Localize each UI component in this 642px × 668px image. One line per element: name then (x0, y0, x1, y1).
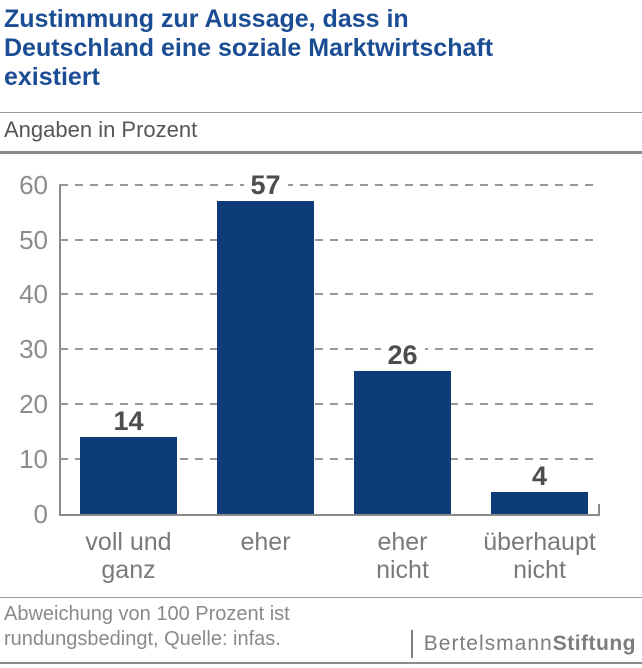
bar-value-label-4: 4 (524, 461, 555, 492)
page-title-line-3: existiert (4, 63, 100, 91)
y-tick-label-30: 30 (19, 334, 48, 365)
page-title: Zustimmung zur Aussage, dass in Deutschl… (4, 5, 638, 92)
y-tick-label-20: 20 (19, 389, 48, 420)
gridline-y-10 (60, 458, 600, 461)
category-label-line: eher (377, 528, 428, 556)
bar-eher (217, 201, 314, 514)
bar-value-label-26: 26 (380, 340, 425, 371)
x-axis-baseline (59, 514, 600, 516)
gridline-y-50 (60, 238, 600, 241)
y-tick-label-0: 0 (33, 499, 48, 529)
x-axis-end-tick (598, 504, 600, 514)
bar-voll-und-ganz (80, 437, 177, 514)
category-label-line: voll und (85, 528, 172, 556)
gridline-y-60 (60, 183, 600, 186)
logo-text-bertelsmann: Bertelsmann (423, 632, 553, 655)
bertelsmann-stiftung-logo: Bertelsmann Stiftung (410, 630, 636, 658)
category-label-eher-nicht: eher nicht (376, 528, 429, 584)
source-note-line-2: rundungsbedingt, Quelle: infas. (4, 628, 281, 650)
category-label-line: eher (240, 528, 291, 556)
footer-separator-line (0, 597, 642, 598)
gridline-y-40 (60, 293, 600, 296)
category-label-voll-und-ganz: voll und ganz (85, 528, 171, 584)
bottom-border-line (0, 662, 642, 664)
category-label-line: ganz (101, 556, 156, 584)
category-label-line: überhaupt (483, 528, 596, 556)
logo-text-stiftung: Stiftung (552, 632, 636, 655)
logo-divider-bar-icon (410, 630, 413, 658)
category-label-line: nicht (513, 556, 566, 584)
chart-top-separator-line (0, 151, 642, 154)
source-note: Abweichung von 100 Prozent ist rundungsb… (4, 602, 290, 652)
y-tick-label-10: 10 (19, 444, 48, 475)
y-tick-label-60: 60 (19, 169, 48, 200)
bar-überhaupt-nicht (491, 492, 588, 514)
bar-eher-nicht (354, 371, 451, 514)
source-note-line-1: Abweichung von 100 Prozent ist (4, 603, 290, 625)
y-tick-label-50: 50 (19, 224, 48, 255)
title-separator-line (0, 112, 642, 113)
bar-value-label-57: 57 (243, 170, 288, 201)
units-subtitle: Angaben in Prozent (4, 117, 198, 142)
gridline-y-30 (60, 348, 600, 351)
bar-value-label-14: 14 (106, 406, 151, 437)
bar-chart: 0 10 20 30 40 50 60 14 voll und ganz 57 eher 26 eher n… (0, 160, 642, 590)
gridline-y-20 (60, 403, 600, 406)
category-label-line: nicht (376, 556, 429, 584)
y-tick-label-40: 40 (19, 279, 48, 310)
page-title-line-1: Zustimmung zur Aussage, dass in (4, 5, 409, 33)
category-label-überhaupt-nicht: überhaupt nicht (483, 528, 596, 584)
category-label-eher: eher (240, 528, 290, 556)
page-title-line-2: Deutschland eine soziale Marktwirtschaft (4, 34, 494, 62)
